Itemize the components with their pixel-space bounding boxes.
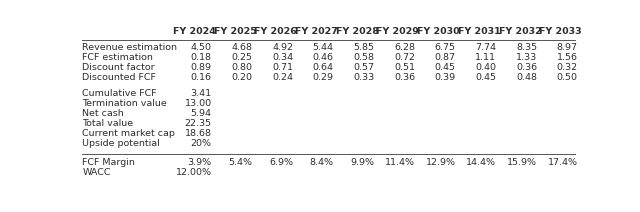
Text: 4.50: 4.50 — [191, 43, 212, 52]
Text: Cumulative FCF: Cumulative FCF — [83, 89, 157, 98]
Text: 0.50: 0.50 — [557, 73, 578, 82]
Text: 0.45: 0.45 — [476, 73, 497, 82]
Text: 0.64: 0.64 — [313, 63, 333, 72]
Text: 0.87: 0.87 — [435, 53, 456, 62]
Text: Net cash: Net cash — [83, 109, 124, 118]
Text: 1.33: 1.33 — [516, 53, 537, 62]
Text: 0.80: 0.80 — [231, 63, 252, 72]
Text: 8.4%: 8.4% — [310, 158, 333, 167]
Text: 4.68: 4.68 — [231, 43, 252, 52]
Text: 18.68: 18.68 — [185, 129, 212, 138]
Text: WACC: WACC — [83, 168, 111, 177]
Text: 0.89: 0.89 — [191, 63, 212, 72]
Text: 6.75: 6.75 — [435, 43, 456, 52]
Text: FY 2030: FY 2030 — [417, 28, 460, 36]
Text: 5.85: 5.85 — [353, 43, 374, 52]
Text: 0.29: 0.29 — [313, 73, 333, 82]
Text: 15.9%: 15.9% — [507, 158, 537, 167]
Text: 0.34: 0.34 — [272, 53, 293, 62]
Text: FY 2027: FY 2027 — [295, 28, 338, 36]
Text: 0.39: 0.39 — [435, 73, 456, 82]
Text: 22.35: 22.35 — [184, 119, 212, 128]
Text: 0.33: 0.33 — [353, 73, 374, 82]
Text: 13.00: 13.00 — [184, 99, 212, 108]
Text: 12.00%: 12.00% — [175, 168, 212, 177]
Text: 8.35: 8.35 — [516, 43, 537, 52]
Text: FY 2025: FY 2025 — [214, 28, 257, 36]
Text: 0.51: 0.51 — [394, 63, 415, 72]
Text: FY 2024: FY 2024 — [173, 28, 216, 36]
Text: 14.4%: 14.4% — [467, 158, 497, 167]
Text: 0.48: 0.48 — [516, 73, 537, 82]
Text: Revenue estimation: Revenue estimation — [83, 43, 177, 52]
Text: 0.71: 0.71 — [272, 63, 293, 72]
Text: FY 2031: FY 2031 — [458, 28, 500, 36]
Text: Current market cap: Current market cap — [83, 129, 175, 138]
Text: 0.45: 0.45 — [435, 63, 456, 72]
Text: Total value: Total value — [83, 119, 134, 128]
Text: Termination value: Termination value — [83, 99, 167, 108]
Text: 0.20: 0.20 — [231, 73, 252, 82]
Text: 0.16: 0.16 — [191, 73, 212, 82]
Text: FY 2026: FY 2026 — [255, 28, 298, 36]
Text: 4.92: 4.92 — [272, 43, 293, 52]
Text: 12.9%: 12.9% — [426, 158, 456, 167]
Text: 0.72: 0.72 — [394, 53, 415, 62]
Text: 20%: 20% — [191, 139, 212, 148]
Text: Discounted FCF: Discounted FCF — [83, 73, 156, 82]
Text: Upside potential: Upside potential — [83, 139, 160, 148]
Text: 7.74: 7.74 — [476, 43, 497, 52]
Text: 0.24: 0.24 — [272, 73, 293, 82]
Text: 0.58: 0.58 — [353, 53, 374, 62]
Text: Discount factor: Discount factor — [83, 63, 155, 72]
Text: 9.9%: 9.9% — [350, 158, 374, 167]
Text: 5.94: 5.94 — [191, 109, 212, 118]
Text: FCF Margin: FCF Margin — [83, 158, 135, 167]
Text: 8.97: 8.97 — [557, 43, 578, 52]
Text: FY 2033: FY 2033 — [540, 28, 582, 36]
Text: 0.40: 0.40 — [476, 63, 497, 72]
Text: 0.57: 0.57 — [353, 63, 374, 72]
Text: FY 2029: FY 2029 — [376, 28, 419, 36]
Text: 11.4%: 11.4% — [385, 158, 415, 167]
Text: 0.46: 0.46 — [313, 53, 333, 62]
Text: 3.9%: 3.9% — [188, 158, 212, 167]
Text: 0.18: 0.18 — [191, 53, 212, 62]
Text: 5.44: 5.44 — [313, 43, 333, 52]
Text: 1.56: 1.56 — [557, 53, 578, 62]
Text: 6.9%: 6.9% — [269, 158, 293, 167]
Text: FY 2028: FY 2028 — [336, 28, 379, 36]
Text: 3.41: 3.41 — [191, 89, 212, 98]
Text: 0.32: 0.32 — [557, 63, 578, 72]
Text: 0.25: 0.25 — [231, 53, 252, 62]
Text: 5.4%: 5.4% — [228, 158, 252, 167]
Text: FY 2032: FY 2032 — [499, 28, 541, 36]
Text: 0.36: 0.36 — [516, 63, 537, 72]
Text: 6.28: 6.28 — [394, 43, 415, 52]
Text: 17.4%: 17.4% — [548, 158, 578, 167]
Text: 0.36: 0.36 — [394, 73, 415, 82]
Text: 1.11: 1.11 — [476, 53, 497, 62]
Text: FCF estimation: FCF estimation — [83, 53, 154, 62]
